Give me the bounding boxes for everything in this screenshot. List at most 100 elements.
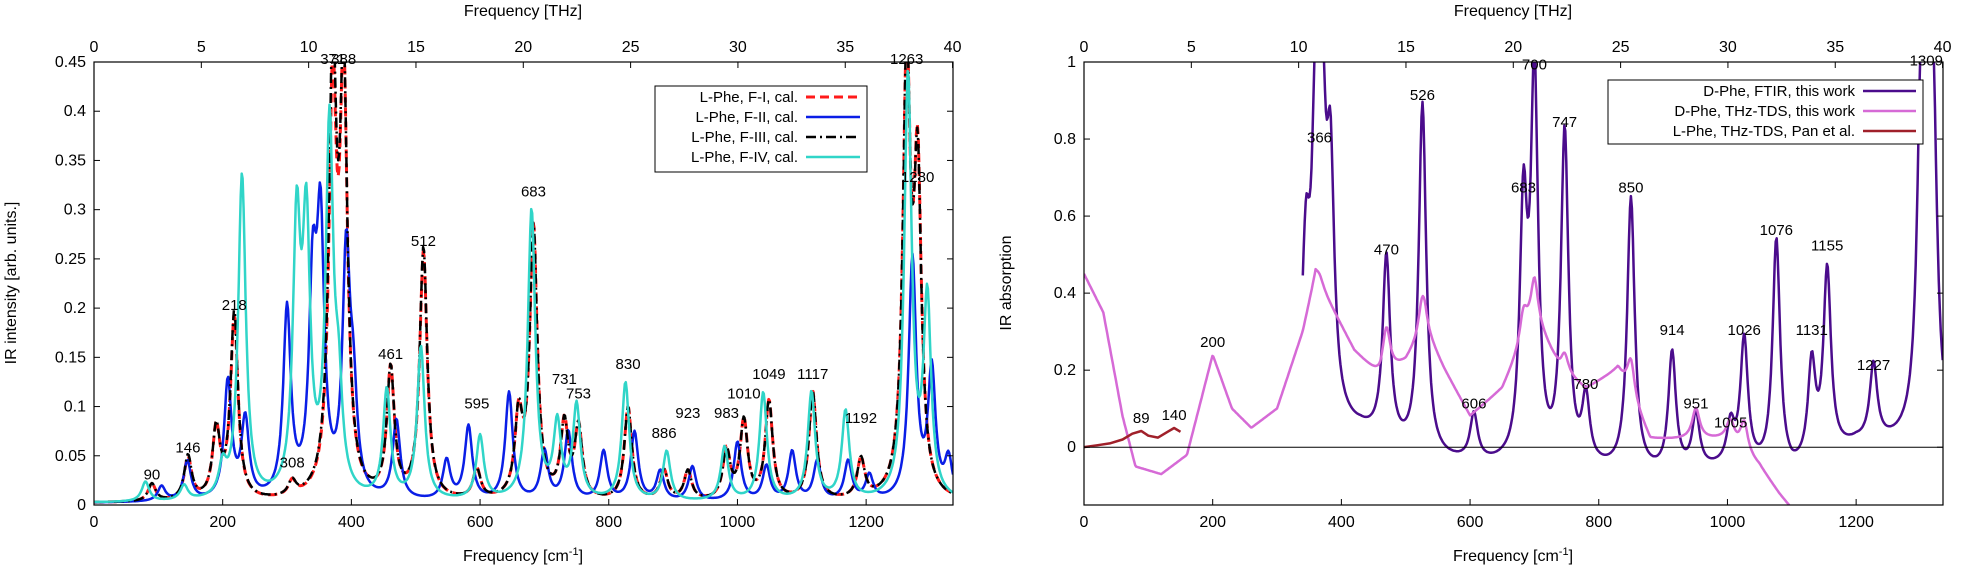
right-top-tick-label: 5 — [1187, 39, 1196, 56]
left-top-tick-label: 25 — [622, 39, 640, 56]
right-x-tick-label: 0 — [1080, 514, 1089, 531]
left-y-tick-label: 0.2 — [64, 300, 86, 317]
right-peak-label: 606 — [1461, 395, 1486, 412]
right-peak-label: 1227 — [1857, 357, 1890, 374]
left-peak-label: 90 — [144, 466, 161, 483]
left-series-line-2 — [94, 181, 953, 504]
right-legend-label-1: D-Phe, FTIR, this work — [1703, 83, 1855, 100]
right-peak-label: 914 — [1660, 322, 1685, 339]
right-peak-label: 1155 — [1811, 237, 1843, 254]
right-peak-label: 140 — [1162, 407, 1187, 424]
left-peak-label: 1010 — [727, 386, 760, 403]
right-series-line-2 — [1084, 267, 1791, 505]
left-y-tick-label: 0.35 — [55, 152, 86, 169]
right-x-tick-label: 800 — [1585, 514, 1612, 531]
left-legend-label-3: L-Phe, F-III, cal. — [691, 129, 798, 146]
left-legend: L-Phe, F-I, cal. L-Phe, F-II, cal. L-Phe, … — [654, 85, 868, 173]
left-x-tick-label: 1200 — [848, 514, 884, 531]
left-peak-label: 1263 — [890, 51, 923, 68]
right-y-tick-label: 0 — [1067, 439, 1076, 456]
left-top-tick-label: 10 — [300, 39, 318, 56]
left-peak-label: 146 — [175, 440, 200, 457]
right-series-line-3 — [1084, 426, 1182, 449]
right-x-tick-label: 600 — [1457, 514, 1484, 531]
right-peak-label: 780 — [1573, 376, 1598, 393]
right-peak-label: 1005 — [1714, 415, 1747, 432]
left-top-tick-label: 15 — [407, 39, 425, 56]
right-top-tick-label: 30 — [1719, 39, 1737, 56]
left-top-tick-label: 40 — [944, 39, 962, 56]
right-legend: D-Phe, FTIR, this work D-Phe, THz-TDS, th… — [1607, 79, 1924, 145]
right-top-tick-label: 20 — [1504, 39, 1522, 56]
right-x-tick-label: 200 — [1199, 514, 1226, 531]
left-x-tick-label: 400 — [338, 514, 365, 531]
left-peak-label: 1280 — [901, 169, 934, 186]
left-y-tick-label: 0.15 — [55, 349, 86, 366]
right-legend-label-3: L-Phe, THz-TDS, Pan et al. — [1673, 123, 1855, 140]
right-top-tick-label: 40 — [1934, 39, 1952, 56]
right-top-tick-label: 0 — [1080, 39, 1089, 56]
right-peak-label: 89 — [1133, 410, 1150, 427]
right-y-tick-label: 0.8 — [1054, 131, 1076, 148]
right-peak-label: 470 — [1374, 241, 1399, 258]
right-peak-label: 1309 — [1910, 53, 1943, 70]
right-peak-label: 1076 — [1760, 222, 1793, 239]
left-legend-label-1: L-Phe, F-I, cal. — [700, 89, 798, 106]
left-x-tick-label: 800 — [595, 514, 622, 531]
right-peak-label: 1026 — [1727, 322, 1760, 339]
right-y-tick-label: 0.2 — [1054, 362, 1076, 379]
left-y-axis-label: IR intensity [arb. units.] — [3, 202, 20, 365]
right-top-tick-label: 15 — [1397, 39, 1415, 56]
left-legend-label-2: L-Phe, F-II, cal. — [695, 109, 798, 126]
right-x-tick-label: 400 — [1328, 514, 1355, 531]
left-y-tick-label: 0.05 — [55, 448, 86, 465]
right-legend-label-2: D-Phe, THz-TDS, this work — [1674, 103, 1855, 120]
left-x-tick-label: 0 — [90, 514, 99, 531]
right-top-tick-label: 25 — [1612, 39, 1630, 56]
left-peak-label: 308 — [280, 454, 305, 471]
right-peak-label: 683 — [1511, 180, 1536, 197]
right-peak-label: 951 — [1683, 395, 1708, 412]
left-peak-label: 886 — [652, 425, 677, 442]
left-y-tick-label: 0.4 — [64, 103, 86, 120]
right-series-layer — [1084, 62, 1943, 505]
right-x-tick-label: 1000 — [1710, 514, 1746, 531]
left-peak-label: 595 — [464, 395, 489, 412]
left-top-tick-label: 0 — [90, 39, 99, 56]
left-peak-label: 512 — [411, 233, 436, 250]
right-top-tick-label: 35 — [1826, 39, 1844, 56]
right-series-line-1 — [1301, 62, 1943, 460]
right-y-axis-label: IR absorption — [998, 235, 1015, 330]
left-y-tick-label: 0.25 — [55, 251, 86, 268]
left-legend-label-4: L-Phe, F-IV, cal. — [691, 149, 798, 166]
right-y-tick-label: 0.6 — [1054, 208, 1076, 225]
left-peak-label: 218 — [222, 297, 247, 314]
left-peak-label: 388 — [331, 51, 356, 68]
left-peak-label: 753 — [566, 386, 591, 403]
right-y-tick-label: 1 — [1067, 54, 1076, 71]
right-peak-label: 1131 — [1796, 322, 1828, 339]
left-peak-label: 1192 — [845, 410, 877, 427]
left-top-axis-label: Frequency [THz] — [464, 3, 582, 20]
left-x-tick-label: 1000 — [720, 514, 756, 531]
left-peak-label: 371 — [320, 51, 345, 68]
left-top-tick-label: 20 — [514, 39, 532, 56]
left-peak-label: 683 — [521, 184, 546, 201]
right-peak-label: 850 — [1618, 180, 1643, 197]
right-peak-label: 526 — [1410, 87, 1435, 104]
left-peak-label: 461 — [378, 346, 403, 363]
left-x-axis-label: Frequency [cm-1] — [463, 546, 583, 565]
right-peak-label: 200 — [1200, 334, 1225, 351]
right-x-tick-label: 1200 — [1838, 514, 1874, 531]
left-peak-label: 923 — [675, 405, 700, 422]
left-x-tick-label: 200 — [209, 514, 236, 531]
left-peak-label: 1117 — [797, 366, 828, 383]
right-y-tick-label: 0.4 — [1054, 285, 1076, 302]
right-peak-label: 700 — [1522, 56, 1547, 73]
right-peak-label: 366 — [1307, 130, 1332, 147]
left-top-tick-label: 30 — [729, 39, 747, 56]
left-series-line-4 — [94, 69, 953, 504]
